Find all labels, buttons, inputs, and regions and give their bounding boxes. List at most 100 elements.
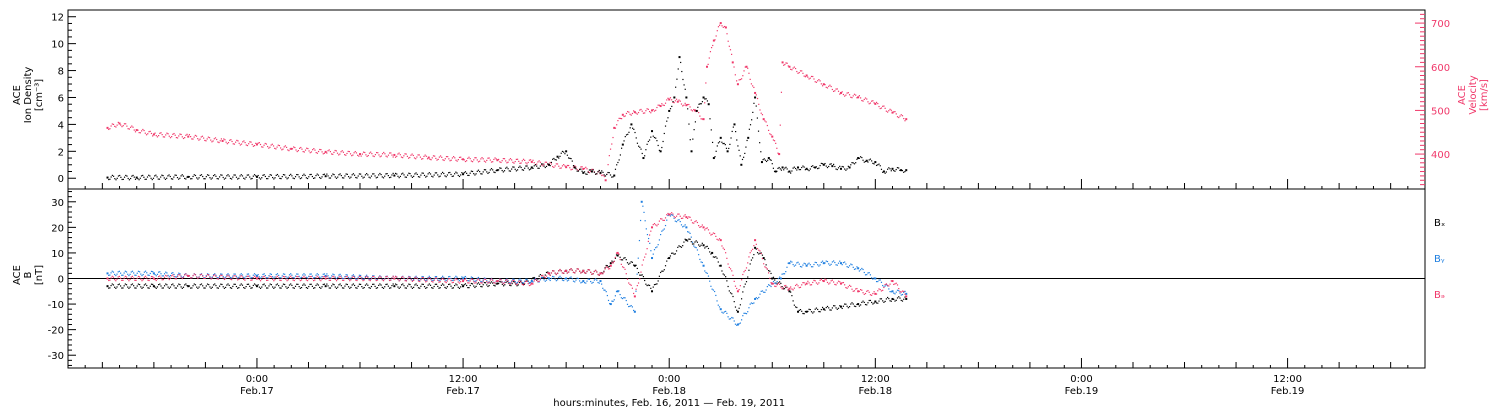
bx-series-point	[639, 274, 641, 276]
bx-series-point	[862, 300, 864, 302]
by-series-point	[431, 279, 433, 281]
density-series-point	[776, 170, 778, 172]
bx-series-point	[391, 284, 393, 287]
bz-series-point	[889, 283, 891, 285]
velocity-series-point	[131, 125, 133, 127]
bx-series-point	[417, 287, 420, 289]
by-series-point	[158, 271, 160, 273]
by-series-point	[759, 293, 761, 295]
bx-series-point	[448, 283, 450, 286]
velocity-series-point	[172, 133, 174, 135]
bx-series-point	[718, 265, 721, 267]
by-series-point	[770, 285, 772, 288]
by-series-point	[519, 278, 521, 280]
velocity-series-point	[871, 100, 873, 102]
bx-series-point	[475, 285, 477, 287]
bx-series-point	[851, 302, 853, 304]
bz-series-point	[685, 216, 688, 219]
bx-series-point	[140, 286, 142, 288]
density-series-point	[387, 175, 389, 177]
density-series-point	[751, 119, 753, 121]
velocity-series-point	[221, 139, 224, 142]
density-series-point	[210, 178, 212, 180]
density-series-point	[166, 177, 168, 179]
by-series-point	[234, 273, 236, 275]
by-series-point	[339, 273, 341, 275]
velocity-series-point	[293, 146, 295, 148]
bz-series-point	[333, 276, 335, 278]
velocity-series-point	[203, 137, 205, 139]
bx-series-point	[839, 305, 841, 307]
density-series-point	[264, 175, 266, 178]
by-series-point	[417, 279, 420, 281]
bz-series-point	[524, 282, 526, 284]
by-series-point	[764, 291, 766, 293]
bx-series-point	[337, 286, 339, 288]
bz-series-point	[571, 269, 573, 271]
bz-series-point	[462, 280, 465, 283]
bz-series-point	[541, 275, 543, 277]
by-series-point	[326, 273, 328, 275]
density-series-point	[577, 170, 580, 172]
velocity-series-point	[857, 96, 860, 99]
bx-series-point	[429, 284, 432, 286]
velocity-series-point	[132, 126, 134, 128]
velocity-series-point	[567, 164, 570, 167]
density-series-point	[170, 178, 173, 180]
by-series-point	[618, 290, 620, 292]
bx-series-point	[808, 308, 810, 310]
density-series-point	[145, 178, 147, 180]
bz-series-point	[435, 277, 438, 279]
bz-series-point	[366, 275, 368, 277]
density-series-point	[588, 169, 591, 171]
by-series-point	[332, 273, 334, 275]
bz-series-point	[217, 278, 219, 280]
velocity-series-point	[736, 80, 738, 82]
density-series-point	[745, 146, 747, 148]
density-series-point	[772, 167, 775, 169]
bx-series-point	[392, 283, 394, 285]
by-series-point	[375, 279, 377, 281]
by-series-point	[214, 273, 216, 275]
by-series-point	[299, 277, 301, 279]
velocity-series-point	[118, 122, 121, 125]
bz-series-point	[343, 279, 345, 282]
by-series-point	[717, 304, 719, 306]
by-series-point	[698, 254, 700, 256]
velocity-series-point	[444, 158, 446, 160]
bx-series-point	[316, 283, 318, 285]
density-series-point	[441, 171, 444, 174]
bz-series-point	[872, 292, 874, 295]
bx-series-point	[740, 298, 743, 300]
density-series-point	[196, 177, 198, 179]
bx-series-point	[607, 266, 610, 268]
by-series-point	[116, 273, 118, 275]
bx-series-point	[855, 305, 857, 308]
bz-series-point	[469, 280, 471, 282]
bx-series-point	[439, 287, 441, 289]
by-series-point	[511, 280, 513, 282]
bx-series-point	[135, 287, 137, 289]
bz-series-point	[791, 288, 793, 290]
velocity-series-point	[636, 113, 638, 115]
bx-series-point	[629, 262, 631, 264]
bx-series-point	[655, 283, 657, 285]
bx-series-point	[739, 304, 741, 306]
velocity-series-point	[216, 138, 218, 141]
bz-series-point	[249, 277, 251, 279]
velocity-series-point	[506, 162, 508, 164]
by-series-point	[331, 275, 333, 277]
bz-series-point	[268, 277, 270, 279]
by-series-point	[450, 277, 452, 280]
by-series-point	[462, 277, 465, 280]
velocity-series-point	[188, 134, 191, 136]
bz-series-point	[519, 279, 521, 282]
bx-series-point	[494, 285, 496, 287]
by-series-point	[862, 268, 864, 271]
bx-series-point	[117, 284, 119, 286]
velocity-series-point	[693, 108, 695, 111]
density-series-point	[762, 159, 764, 161]
velocity-series-point	[833, 90, 835, 93]
by-series-point	[839, 262, 842, 265]
bz-series-point	[234, 275, 236, 277]
